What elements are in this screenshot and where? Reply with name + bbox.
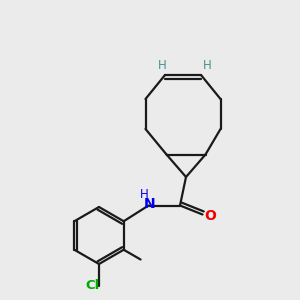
Text: H: H <box>203 59 212 72</box>
Text: O: O <box>205 209 217 223</box>
Text: H: H <box>140 188 148 202</box>
Text: Cl: Cl <box>85 279 100 292</box>
Text: H: H <box>158 59 166 72</box>
Text: N: N <box>144 197 156 211</box>
